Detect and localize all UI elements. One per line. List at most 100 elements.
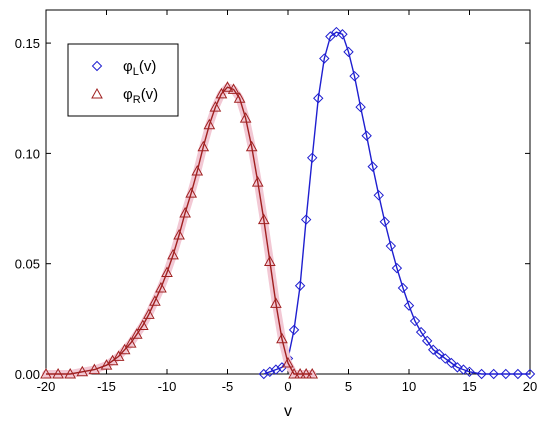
data-point-triangle [191,165,204,176]
data-point-diamond [337,29,348,40]
data-point-diamond [452,362,463,373]
legend-box [67,43,179,117]
y-tick-label: 0.05 [15,257,40,272]
legend-entry: φR(v) [91,86,158,106]
data-point-triangle [276,332,288,344]
x-tick-label: -15 [97,379,116,394]
data-point-diamond [325,31,336,42]
data-point-diamond [476,368,487,380]
data-point-diamond [379,216,391,227]
axis-ticks: -20 -15 -10 -5 0 5 10 15 20 0.00 0.05 0.10 0.15 [15,10,537,394]
data-point-triangle [251,176,264,187]
data-point-diamond [331,26,342,38]
legend-label: φL(v) [123,58,156,78]
data-point-triangle [118,343,131,355]
data-point-diamond [427,344,439,355]
x-tick-label: 15 [462,379,476,394]
data-point-diamond [343,46,354,58]
data-point-diamond [488,368,499,380]
data-point-triangle [112,350,125,361]
data-point-diamond [361,130,372,141]
data-point-diamond [300,214,312,225]
data-point-triangle [130,328,143,339]
data-point-diamond [288,324,300,336]
data-point-triangle [245,140,258,152]
data-point-diamond [91,60,103,72]
data-point-triangle [233,92,246,103]
data-point-triangle [300,367,312,379]
data-point-diamond [409,315,421,327]
data-point-triangle [185,187,198,198]
y-tick-label: 0.00 [15,367,40,382]
data-point-triangle [215,87,228,99]
series-line [46,86,313,375]
y-tick-label: 0.10 [15,146,40,161]
series-diamond [258,26,536,380]
legend-entry: φL(v) [91,58,156,78]
data-point-diamond [512,368,524,380]
y-tick-label: 0.15 [15,36,40,51]
data-point-triangle [64,367,77,379]
series-line [263,31,530,375]
data-point-diamond [306,152,318,164]
data-point-triangle [52,367,64,379]
data-point-triangle [197,140,210,152]
x-tick-label: 0 [284,379,291,394]
data-point-triangle [155,281,167,293]
data-point-triangle [282,356,294,368]
data-point-diamond [391,262,403,274]
data-point-triangle [227,83,240,94]
data-point-triangle [209,101,222,112]
data-point-triangle [264,255,276,266]
data-point-diamond [434,348,445,360]
x-tick-label: -20 [37,379,56,394]
data-point-triangle [239,112,252,123]
data-point-triangle [306,367,319,379]
data-point-triangle [76,365,89,377]
data-point-triangle [88,363,101,375]
data-point-diamond [464,366,475,378]
data-point-diamond [385,240,397,252]
data-point-triangle [149,295,161,306]
data-point-diamond [258,368,270,380]
data-point-triangle [173,228,185,240]
data-point-triangle [179,206,191,218]
data-point-diamond [403,300,415,311]
x-tick-label: 5 [345,379,352,394]
data-point-diamond [270,364,282,375]
data-point-diamond [373,190,384,201]
data-point-diamond [458,364,469,375]
series-triangle [40,81,319,379]
data-point-diamond [264,366,276,378]
data-point-triangle [161,266,173,278]
x-tick-label: 20 [523,379,537,394]
data-point-diamond [446,357,457,369]
data-point-triangle [203,118,216,130]
data-point-triangle [270,297,282,308]
data-point-diamond [415,326,427,338]
data-point-diamond [524,368,536,380]
data-point-diamond [319,53,330,64]
data-point-diamond [294,280,306,291]
data-point-diamond [440,353,451,364]
data-point-triangle [167,248,179,260]
data-point-diamond [355,101,366,113]
data-point-triangle [257,213,270,225]
data-point-triangle [91,87,103,99]
data-point-diamond [349,70,360,82]
legend: φL(v) φR(v) [67,43,179,117]
data-point-triangle [136,319,149,330]
x-tick-label: 10 [402,379,416,394]
data-point-diamond [313,93,324,104]
legend-items: φL(v) φR(v) [91,58,158,106]
x-tick-label: -5 [222,379,234,394]
data-point-diamond [421,335,433,347]
data-point-diamond [367,161,378,172]
data-point-triangle [288,367,300,379]
data-point-triangle [124,337,137,348]
data-point-diamond [397,282,409,294]
data-point-triangle [221,81,234,92]
data-point-triangle [143,308,155,319]
data-point-diamond [276,362,288,373]
